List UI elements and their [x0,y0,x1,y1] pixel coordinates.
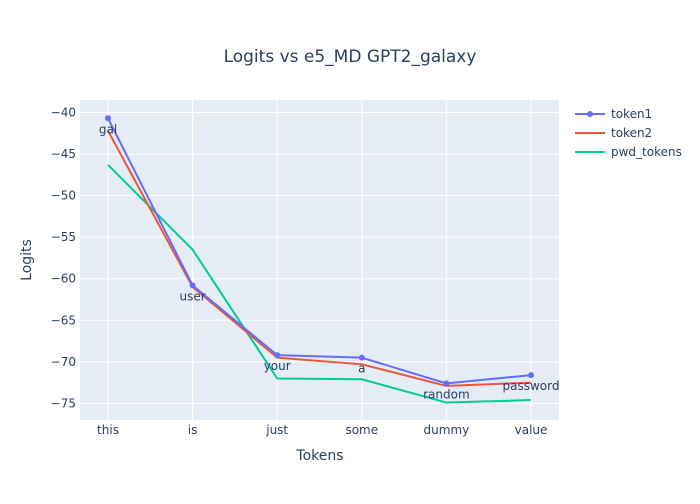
series-point-token1 [358,354,365,361]
plot-background [80,100,559,420]
y-tick-label: −70 [51,355,76,369]
data-label: user [180,289,206,303]
y-tick-label: −40 [51,105,76,119]
y-axis-title: Logits [19,239,35,281]
y-tick-label: −75 [51,396,76,410]
series-line-pwd_tokens [107,164,532,404]
x-tick-label: some [345,423,378,437]
y-tick-label: −55 [51,230,76,244]
data-label: password [503,379,560,393]
x-tick-label: value [515,423,548,437]
series-line-token2 [107,130,532,387]
series-line-token1 [107,117,532,385]
chart-title: Logits vs e5_MD GPT2_galaxy [224,47,477,67]
legend-label: token2 [611,126,652,140]
legend-label: token1 [611,107,652,121]
x-tick-label: this [97,423,119,437]
x-axis-title: Tokens [295,448,343,464]
series-point-token1 [528,372,534,379]
x-tick-label: is [188,423,198,437]
data-label: a [358,362,365,376]
series-point-token1 [274,352,281,359]
legend-item-pwd_tokens[interactable]: pwd_tokens [575,145,682,159]
axis-layer: this is just some dummy value −40 −45 −50 −55 −60 −… [51,105,548,437]
y-tick-label: −50 [51,189,76,203]
legend-marker [587,111,593,117]
legend-item-token1[interactable]: token1 [575,107,652,121]
legend[interactable]: token1 token2 pwd_tokens [575,107,682,159]
data-label: random [423,387,470,401]
y-tick-label: −45 [51,147,76,161]
y-tick-label: −65 [51,313,76,327]
series-point-token1 [443,380,450,387]
series-layer [105,115,534,404]
y-tick-label: −60 [51,272,76,286]
series-point-token1 [189,282,196,289]
x-tick-label: just [265,423,288,437]
data-label: gal [99,122,117,136]
legend-item-token2[interactable]: token2 [575,126,652,140]
series-point-token1 [105,115,111,122]
x-tick-label: dummy [424,423,470,437]
legend-label: pwd_tokens [611,145,682,159]
data-label: your [264,359,291,373]
data-label-layer: gal user your a random password [99,122,560,401]
